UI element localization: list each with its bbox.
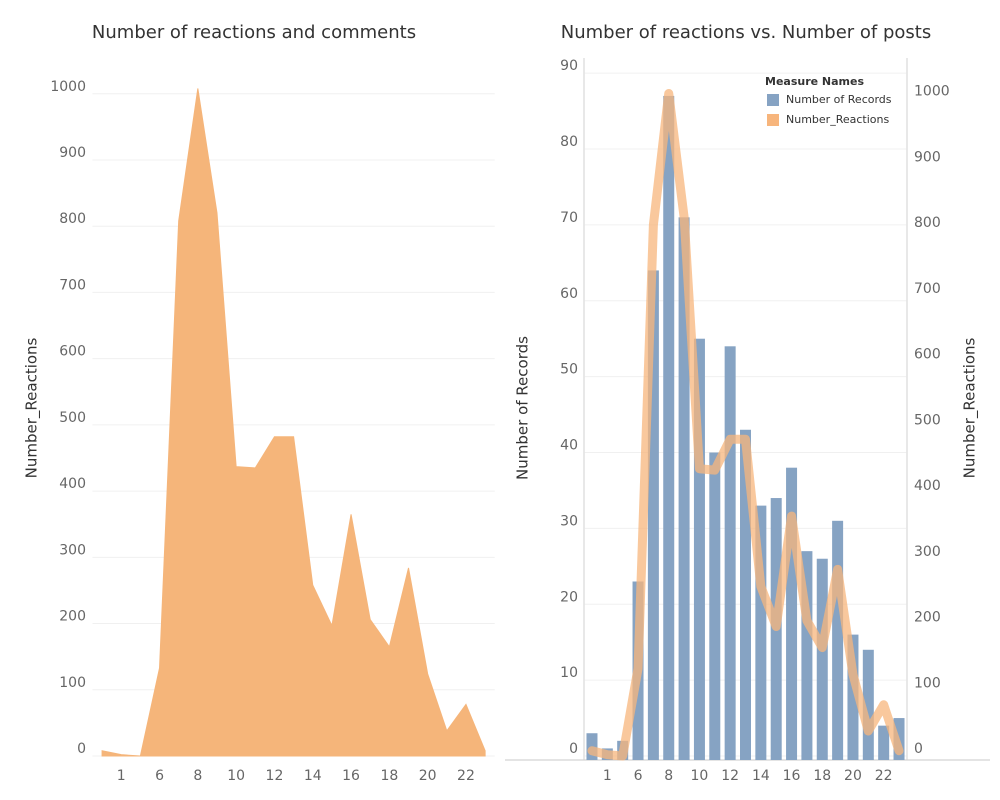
legend-swatch [767,94,779,106]
bar [832,520,844,760]
y2-tick-label: 700 [914,281,941,297]
area [101,88,486,757]
x-tick-label: 18 [813,768,831,784]
y2-tick-label: 600 [914,347,941,363]
bar [693,338,705,760]
bar [663,95,675,760]
bar [801,551,813,760]
x-tick-label: 18 [380,768,398,784]
bar [678,217,690,761]
bar [740,429,751,760]
y-tick-label: 300 [59,542,86,558]
x-tick-label: 22 [457,768,475,784]
y2-tick-label: 500 [914,412,941,428]
y-tick-label: 200 [59,609,86,625]
bar [816,558,828,760]
legend-title: Measure Names [765,75,864,88]
bar [862,649,874,760]
x-tick-label: 16 [783,768,801,784]
x-tick-label: 22 [875,768,893,784]
x-tick-label: 16 [342,768,360,784]
y-tick-label: 50 [560,362,578,378]
x-tick-label: 6 [634,768,643,784]
y-tick-label: 600 [59,344,86,360]
line [587,88,904,761]
x-tick-label: 12 [266,768,284,784]
x-tick-label: 8 [193,768,202,784]
y-tick-label: 60 [560,286,578,302]
y-axis-label: Number_Reactions [23,337,42,478]
y-axis-label: Number of Records [514,336,532,480]
legend-label: Number_Reactions [786,113,889,126]
y-tick-label: 90 [560,58,578,74]
y-tick-label: 10 [560,665,578,681]
x-tick-label: 10 [227,768,245,784]
y-tick-label: 30 [560,513,578,529]
legend-label: Number of Records [786,93,892,106]
y2-tick-label: 300 [914,544,941,560]
y-tick-label: 70 [560,210,578,226]
x-tick-label: 6 [155,768,164,784]
x-tick-label: 10 [691,768,709,784]
legend-swatch [767,114,779,126]
y-tick-label: 0 [569,741,578,757]
bar [847,634,859,760]
y-tick-label: 20 [560,589,578,605]
y2-tick-label: 0 [914,741,923,757]
x-tick-label: 12 [721,768,739,784]
x-tick-label: 8 [664,768,673,784]
x-tick-label: 14 [304,768,322,784]
y2-tick-label: 400 [914,478,941,494]
x-tick-label: 20 [844,768,862,784]
y-tick-label: 40 [560,438,578,454]
bar [647,270,659,760]
x-tick-label: 20 [419,768,437,784]
y2-tick-label: 1000 [914,84,950,100]
y-tick-label: 700 [59,277,86,293]
y-tick-label: 800 [59,211,86,227]
y-tick-label: 100 [59,675,86,691]
y-tick-label: 1000 [50,79,86,95]
y-tick-label: 500 [59,410,86,426]
bar [709,452,721,760]
y2-tick-label: 200 [914,610,941,626]
y2-tick-label: 800 [914,215,941,231]
y-tick-label: 0 [77,741,86,757]
y-tick-label: 400 [59,476,86,492]
y-tick-label: 80 [560,134,578,150]
y2-axis-label: Number_Reactions [961,337,980,478]
x-tick-label: 1 [117,768,126,784]
bar [878,725,890,760]
y2-tick-label: 100 [914,675,941,691]
bar [755,505,767,760]
x-tick-label: 1 [603,768,612,784]
chart-title: Number of reactions and comments [92,22,416,43]
y-tick-label: 900 [59,145,86,161]
chart-title: Number of reactions vs. Number of posts [561,22,932,43]
x-tick-label: 14 [752,768,770,784]
bar [724,346,736,760]
y2-tick-label: 900 [914,149,941,165]
bar [786,467,798,760]
